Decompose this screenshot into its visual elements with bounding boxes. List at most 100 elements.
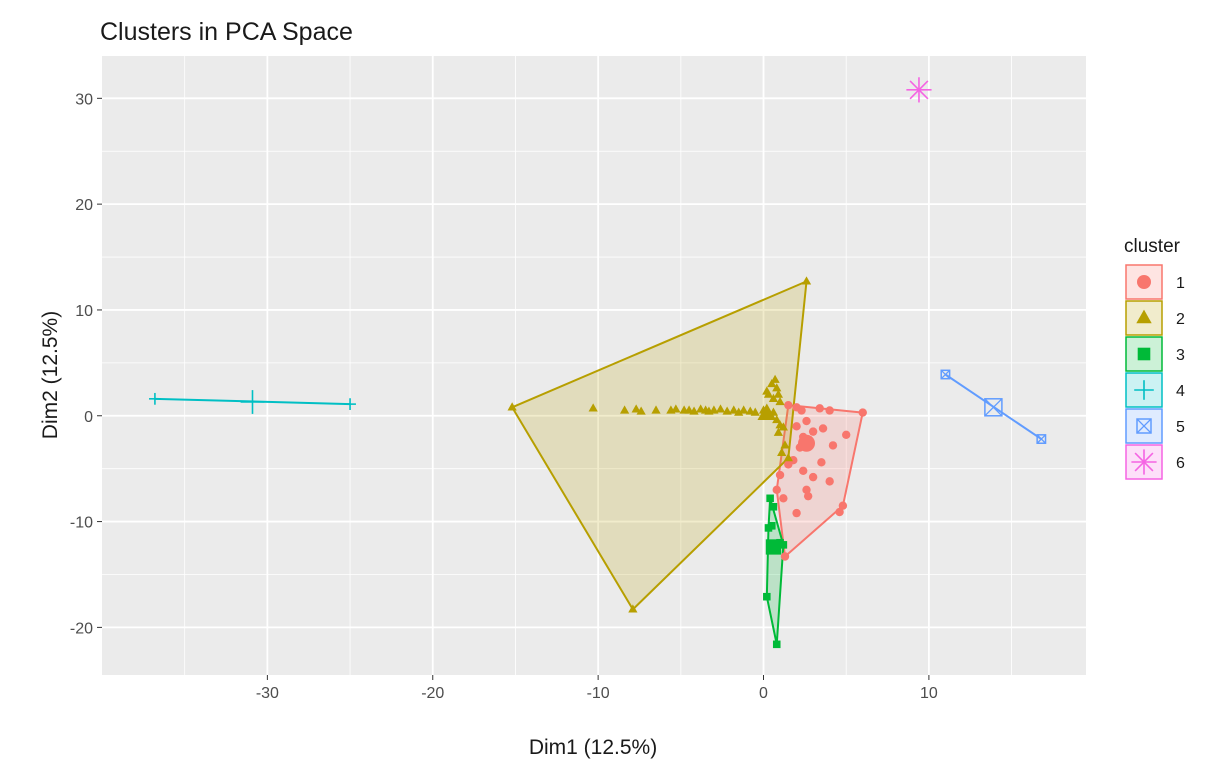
cluster-2-point (773, 389, 784, 398)
cluster-4-point (344, 398, 356, 411)
cluster-2-point (777, 447, 787, 456)
legend-symbol-4 (1134, 380, 1154, 400)
legend-label-4: 4 (1176, 383, 1185, 400)
cluster-1-point (779, 494, 788, 503)
cluster-1-point (802, 416, 811, 426)
cluster-2-point (709, 405, 719, 414)
cluster-1-point (858, 408, 867, 417)
cluster-6-point (906, 77, 932, 103)
cluster-2-point (729, 405, 739, 414)
cluster-3-point (779, 541, 788, 549)
cluster-2-point (772, 383, 782, 392)
cluster-1-point (818, 424, 828, 433)
cluster-1-point (784, 460, 793, 469)
cluster-2-point (739, 405, 749, 414)
grid-minor (102, 56, 1086, 675)
legend-symbol-6 (1131, 449, 1157, 475)
x-tick-label: 0 (759, 685, 768, 702)
cluster-2-point (631, 404, 641, 413)
cluster-2-point (715, 404, 726, 413)
cluster-1-point (838, 501, 848, 510)
legend-title: cluster (1124, 236, 1181, 257)
cluster-2-point (770, 374, 780, 383)
cluster-2-point (750, 407, 760, 416)
cluster-2-point (636, 406, 646, 415)
legend-key-3 (1125, 336, 1163, 372)
cluster-1-point (772, 485, 781, 495)
cluster-4-center (240, 390, 265, 414)
cluster-2-point (628, 604, 638, 613)
legend-symbol-1 (1137, 275, 1151, 289)
legend-label-3: 3 (1176, 347, 1185, 364)
cluster-5-point (940, 369, 951, 380)
cluster-1-point (842, 430, 851, 440)
legend-symbol-2 (1136, 309, 1152, 324)
x-tick-labels: -30 -20 -10 0 10 (256, 675, 938, 702)
cluster-2-point (783, 453, 793, 462)
cluster-1-point (780, 552, 790, 561)
cluster-1-point (797, 406, 806, 415)
cluster-3-point (763, 592, 771, 601)
x-tick-label: 10 (920, 685, 938, 702)
cluster-hulls (154, 280, 1042, 646)
cluster-2-point (762, 386, 772, 395)
cluster-1-point (825, 477, 834, 486)
legend-symbol-3 (1137, 347, 1151, 361)
y-tick-label: 0 (84, 409, 93, 426)
cluster-4-point (149, 392, 161, 405)
cluster-2-point (734, 407, 744, 416)
cluster-5-center (984, 398, 1003, 417)
cluster-1-point (808, 472, 818, 482)
cluster-1-point (792, 508, 801, 518)
cluster-3-point (766, 494, 774, 503)
legend: 1 2 3 4 5 6 (1125, 264, 1185, 480)
cluster-2-point (775, 396, 785, 406)
cluster-1-center (798, 434, 816, 452)
cluster-1-point (815, 404, 824, 413)
legend-label-6: 6 (1176, 455, 1185, 472)
cluster-2-point (588, 403, 598, 412)
legend-symbol-5 (1136, 418, 1152, 434)
cluster-1-point (817, 458, 826, 467)
cluster-1-point (803, 491, 813, 501)
plot-panel (102, 56, 1086, 675)
cluster-5-point (1036, 434, 1047, 444)
cluster-1-point (792, 422, 801, 431)
cluster-2-point (651, 405, 661, 414)
cluster-3-point (768, 522, 776, 530)
cluster-2-point (778, 422, 788, 431)
cluster-2-center (757, 403, 777, 421)
cluster-2-point (768, 393, 779, 402)
cluster-1-point (802, 485, 811, 495)
cluster-3-center (765, 539, 782, 555)
cluster-2-point (773, 427, 784, 436)
cluster-2-point (780, 440, 790, 449)
cluster-1-point (835, 507, 844, 517)
y-tick-label: 30 (75, 91, 93, 108)
legend-label-1: 1 (1176, 275, 1185, 292)
cluster-1-point (808, 427, 818, 436)
cluster-2-point (801, 276, 812, 285)
cluster-2-point (689, 406, 699, 415)
cluster-2-point (671, 404, 681, 413)
cluster-3-point (769, 502, 778, 511)
cluster-2-point (619, 405, 630, 414)
x-axis-title: Dim1 (12.5%) (529, 736, 657, 759)
grid-major (102, 56, 1086, 675)
cluster-3-point (772, 640, 781, 649)
x-tick-label: -20 (421, 685, 444, 702)
cluster-points (149, 77, 1047, 649)
y-tick-label: -20 (70, 620, 93, 637)
y-tick-labels: -20 -10 0 10 20 30 (70, 91, 102, 637)
chart-title: Clusters in PCA Space (100, 18, 353, 46)
x-tick-label: -30 (256, 685, 279, 702)
cluster-1-point (828, 441, 838, 450)
cluster-2-point (722, 406, 732, 415)
legend-label-2: 2 (1176, 311, 1185, 328)
x-tick-label: -10 (587, 685, 610, 702)
y-axis-title: Dim2 (12.5%) (39, 311, 62, 439)
cluster-2-point (767, 378, 777, 388)
y-tick-label: 10 (75, 303, 93, 320)
y-tick-label: 20 (75, 197, 93, 214)
